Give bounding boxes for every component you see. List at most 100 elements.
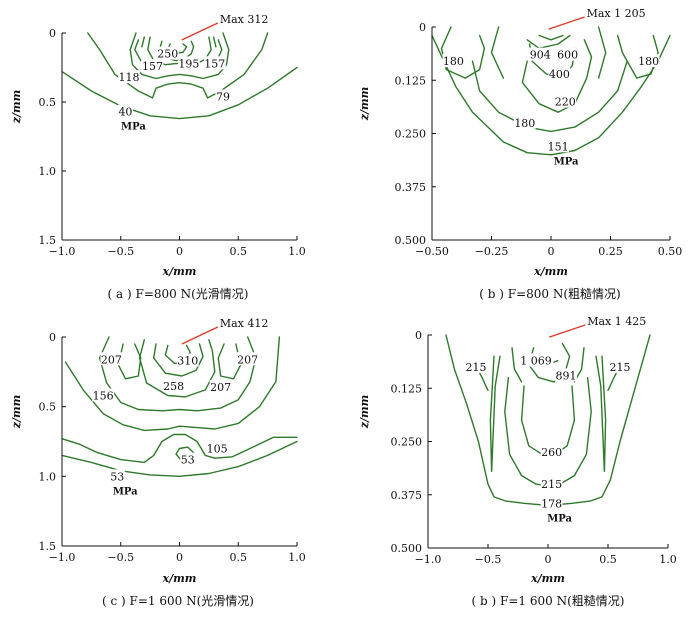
contour-level-label: 180 [638,55,659,68]
max-pointer-line [181,22,219,41]
y-axis-label: z/mm [10,90,23,125]
contour-level-label: 105 [207,442,228,455]
contour-label-bg [609,359,631,373]
panel-b-rough-800n: −0.50 −0.25 0 0.25 0.5000.1250.2500.3750.500… [358,7,682,301]
y-tick-label: 0.375 [395,181,427,194]
max-pointer-line [548,324,586,338]
y-tick-label: 1.0 [39,165,57,178]
contour-label-bg [555,368,577,382]
contour-line-7 [134,39,142,62]
contour-level-label: 215 [610,361,631,374]
x-axis-label: x/mm [533,265,568,278]
y-tick-label: 0.500 [395,234,427,247]
contour-level-label: 904 [530,49,551,62]
contour-label-bg [442,54,465,68]
x-tick-label: 0 [548,245,555,258]
y-tick-label: 0.125 [391,382,423,395]
y-tick-label: 0 [49,331,56,344]
contour-label-bg [547,139,570,153]
x-tick-label: 0 [176,551,183,564]
contour-level-label: 310 [177,355,198,368]
x-axis-label: x/mm [162,572,197,585]
contour-level-label: 151 [548,140,569,153]
panel-c-smooth-1600n: −1.0 −0.5 0 0.5 1.0 0 0.5 1.0 1.5 x/mm z/mm 207 310 2… [10,317,306,608]
y-tick-label: 0 [415,329,422,342]
contour-label-bg [156,46,179,60]
contour-level-label: 195 [178,57,199,70]
contour-level-label: 260 [541,446,562,459]
contour-line-3 [129,32,230,80]
contour-line-9 [490,26,505,79]
y-tick-label: 1.0 [39,470,57,483]
contour-label-bg [554,94,577,108]
max-value-label: Max 412 [220,317,269,330]
unit-label: MPa [113,486,138,497]
contour-level-label: 258 [163,380,184,393]
contour-label-bg [465,359,487,373]
contour-label-bg [529,47,552,61]
x-tick-label: 0 [176,245,183,258]
y-tick-label: 0.250 [391,436,423,449]
y-tick-label: 0 [419,21,426,34]
contour-label-bg [540,496,563,510]
contour-level-label: 157 [142,60,163,73]
contour-label-bg [203,56,226,70]
y-tick-label: 0.5 [39,401,57,414]
contour-label-bg [548,66,571,80]
max-value-label: Max 1 425 [587,315,646,328]
contour-label-bg [209,380,232,394]
contour-label-bg [556,47,579,61]
contour-line-3 [521,39,593,113]
y-axis-label: z/mm [358,395,371,430]
contour-label-bg [637,54,660,68]
contour-line-2 [61,433,298,464]
max-value-label: Max 312 [220,13,269,26]
x-tick-label: 0 [545,553,552,566]
contour-level-label: 215 [466,361,487,374]
contour-level-label: 180 [514,117,535,130]
contour-label-bg [206,441,228,455]
contour-level-label: 207 [101,353,122,366]
panel-d-rough-1600n: −1.0 −0.5 0 0.5 1.0 0 0.125 0.250 0.375 0.500 x/mm… [358,315,677,608]
y-tick-label: 0 [49,27,56,40]
contour-level-label: 53 [110,470,124,483]
contour-label-bg [117,104,134,118]
y-tick-label: 0.500 [391,542,423,555]
contour-level-label: 600 [557,49,578,62]
x-tick-label: −0.5 [107,551,134,564]
x-tick-label: −1.0 [49,245,76,258]
contour-line-4 [64,336,281,432]
contour-line-4 [489,355,501,472]
contour-level-label: 250 [157,48,178,61]
contour-line-8 [138,339,216,398]
contour-label-bg [178,56,200,70]
y-tick-label: 0.250 [395,128,427,141]
contour-label-bg [513,115,536,129]
max-pointer-line [548,16,585,30]
x-tick-label: −0.50 [415,245,449,258]
contour-line-10 [511,347,523,383]
x-tick-label: 0.50 [658,245,683,258]
x-tick-label: −0.25 [475,245,509,258]
y-axis-label: z/mm [358,87,371,122]
contour-label-bg [109,469,125,483]
contour-line-1 [431,34,671,156]
x-tick-label: 0.5 [230,245,248,258]
unit-label: MPa [547,513,572,524]
contour-level-label: 157 [204,57,225,70]
contour-label-bg [162,378,185,392]
contour-level-label: 891 [556,369,577,382]
contour-level-label: 220 [555,96,576,109]
contour-level-label: 207 [210,381,231,394]
contour-line-1 [61,66,298,120]
x-tick-label: −1.0 [415,553,442,566]
contour-line-5 [526,34,571,49]
x-tick-label: 0.5 [599,553,617,566]
max-pointer-line [181,326,219,345]
contour-level-label: 180 [443,55,464,68]
contour-line-7 [440,26,486,79]
contour-line-9 [141,36,146,48]
contour-label-bg [141,59,164,73]
